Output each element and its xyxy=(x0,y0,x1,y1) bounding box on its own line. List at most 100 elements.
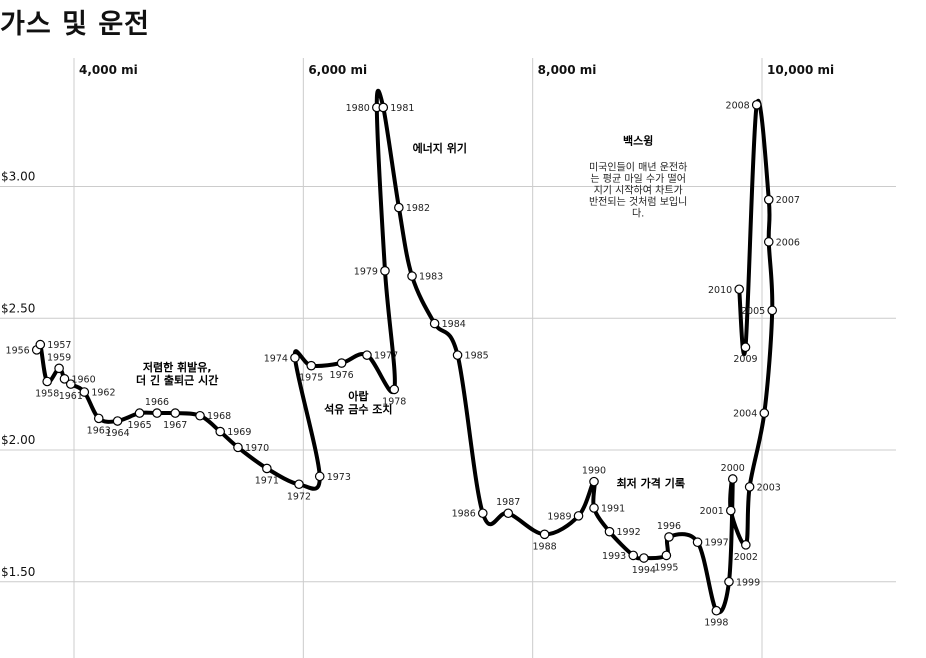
data-point xyxy=(726,505,736,516)
point-year-label: 2008 xyxy=(726,100,750,111)
data-point xyxy=(134,408,145,418)
data-point xyxy=(112,416,123,426)
point-year-label: 1984 xyxy=(442,319,466,330)
point-year-label: 1957 xyxy=(47,340,71,351)
data-point xyxy=(215,426,225,437)
annotation-text: 는 평균 마일 수가 떨어 xyxy=(590,173,686,185)
point-year-label: 2000 xyxy=(721,463,745,474)
point-year-label: 2003 xyxy=(757,482,781,493)
point-year-label: 1979 xyxy=(354,266,378,277)
point-year-label: 1993 xyxy=(602,551,626,562)
point-year-label: 1969 xyxy=(227,427,251,438)
data-point xyxy=(362,350,372,360)
annotation-text: 다. xyxy=(632,208,644,220)
point-year-label: 1956 xyxy=(6,345,30,356)
data-point xyxy=(604,526,615,537)
data-point xyxy=(394,202,404,213)
data-point xyxy=(389,384,400,395)
point-year-label: 1992 xyxy=(616,527,640,538)
point-year-label: 1998 xyxy=(704,618,728,629)
data-point xyxy=(763,237,774,247)
annotation-text: 석유 금수 조치 xyxy=(324,402,392,416)
point-year-label: 1997 xyxy=(705,538,729,549)
data-point xyxy=(79,387,90,397)
point-year-label: 2004 xyxy=(733,409,757,420)
point-year-label: 2007 xyxy=(776,195,800,206)
data-point xyxy=(734,284,744,295)
data-point xyxy=(477,508,488,519)
point-year-label: 1972 xyxy=(287,491,311,502)
point-year-label: 1991 xyxy=(601,503,625,514)
data-point xyxy=(664,532,674,542)
data-point xyxy=(290,352,300,363)
data-point xyxy=(233,442,243,453)
annotation-text: 저렴한 휘발유, xyxy=(143,360,212,374)
point-year-label: 1981 xyxy=(390,103,414,114)
data-point xyxy=(763,194,774,205)
point-year-label: 1971 xyxy=(255,475,279,486)
data-point xyxy=(262,463,272,474)
data-point xyxy=(336,358,347,368)
data-point xyxy=(314,471,325,482)
data-point xyxy=(294,479,304,490)
point-year-label: 1978 xyxy=(382,396,406,407)
point-year-label: 1999 xyxy=(736,577,760,588)
point-year-label: 1990 xyxy=(582,466,606,477)
y-tick-label: $1.50 xyxy=(1,565,35,579)
annotation-text: 미국인들이 매년 운전하 xyxy=(589,161,687,174)
data-point xyxy=(639,553,649,563)
data-point xyxy=(59,374,70,384)
annotation-text: 최저 가격 기록 xyxy=(617,476,685,490)
data-point xyxy=(628,550,639,561)
data-point xyxy=(380,266,390,276)
annotation-text: 반전되는 것처럼 보입니 xyxy=(589,195,687,208)
point-year-label: 1964 xyxy=(105,428,129,439)
data-point xyxy=(767,305,778,316)
point-year-label: 2010 xyxy=(708,285,732,296)
point-year-label: 1977 xyxy=(374,351,398,362)
data-point xyxy=(35,339,46,350)
point-year-label: 1966 xyxy=(145,397,169,408)
data-points xyxy=(31,100,778,616)
point-year-label: 1963 xyxy=(87,425,111,436)
data-point xyxy=(152,408,162,418)
y-tick-label: $2.00 xyxy=(1,433,35,447)
point-year-label: 1974 xyxy=(264,353,288,364)
x-tick-label: 10,000 mi xyxy=(767,63,834,77)
point-year-label: 2001 xyxy=(700,506,724,517)
point-year-label: 1973 xyxy=(327,472,351,483)
data-point xyxy=(429,318,440,329)
data-point xyxy=(573,511,584,521)
point-year-label: 2009 xyxy=(733,354,757,365)
data-point xyxy=(661,550,672,561)
point-year-label: 1967 xyxy=(163,420,187,431)
point-year-label: 2006 xyxy=(776,237,800,248)
x-tick-label: 8,000 mi xyxy=(538,63,597,77)
data-point xyxy=(751,100,762,110)
data-point xyxy=(195,410,205,421)
point-year-label: 1970 xyxy=(245,443,269,454)
point-year-label: 1995 xyxy=(654,562,678,573)
point-year-label: 1986 xyxy=(452,509,476,520)
annotation-text: 백스윙 xyxy=(623,133,653,147)
point-year-label: 1996 xyxy=(657,521,681,532)
point-year-label: 2005 xyxy=(741,306,765,317)
data-point xyxy=(727,474,738,484)
data-point xyxy=(759,408,770,418)
point-year-label: 1960 xyxy=(71,374,95,385)
data-point xyxy=(724,576,734,587)
chart-title: 가스 및 운전 xyxy=(0,9,150,40)
y-tick-label: $2.50 xyxy=(1,301,35,315)
data-point xyxy=(54,363,64,374)
point-year-label: 1961 xyxy=(59,391,83,402)
point-year-label: 1987 xyxy=(496,497,520,508)
data-point xyxy=(306,360,317,371)
data-point xyxy=(744,482,755,492)
annotation-text: 에너지 위기 xyxy=(413,141,467,155)
data-point xyxy=(503,508,514,519)
point-year-label: 1994 xyxy=(632,565,656,576)
y-tick-label: $3.00 xyxy=(1,170,35,184)
